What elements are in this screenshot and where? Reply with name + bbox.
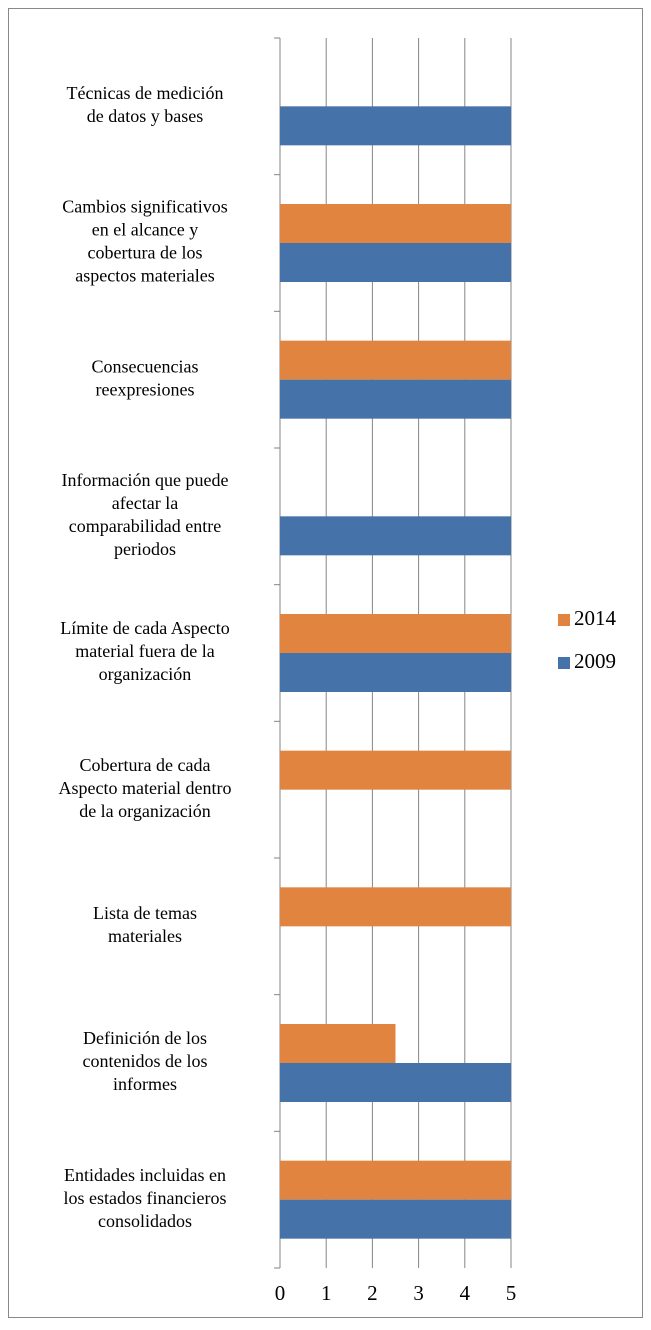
bar: [280, 1063, 511, 1102]
y-tick-label: Definición de los: [83, 1028, 207, 1048]
y-tick-label: los estados financieros: [64, 1188, 227, 1208]
bar: [280, 516, 511, 556]
y-tick-label: Cambios significativos: [62, 197, 228, 217]
y-tick-label: aspectos materiales: [75, 266, 214, 286]
bar: [280, 750, 511, 790]
y-tick-label: organización: [99, 664, 192, 684]
bar: [280, 243, 511, 282]
y-tick-label: periodos: [114, 539, 176, 559]
bar: [280, 204, 511, 243]
y-tick-label: consolidados: [98, 1211, 192, 1231]
y-tick-label: Consecuencias: [92, 356, 199, 376]
bar: [280, 614, 511, 653]
y-tick-label: contenidos de los: [83, 1051, 208, 1071]
x-tick-label: 1: [321, 1281, 332, 1305]
y-tick-label: reexpresiones: [96, 379, 195, 399]
y-tick-label: materiales: [108, 926, 182, 946]
legend-swatch: [558, 657, 570, 669]
x-tick-label: 4: [460, 1281, 471, 1305]
y-tick-label: Entidades incluidas en: [64, 1165, 226, 1185]
y-tick-label: material fuera de la: [75, 641, 214, 661]
bar: [280, 1199, 511, 1239]
x-tick-label: 3: [413, 1281, 424, 1305]
y-tick-label: de datos y bases: [87, 106, 203, 126]
y-tick-label: cobertura de los: [88, 243, 203, 263]
y-tick-label: de la organización: [79, 801, 211, 821]
x-tick-label: 0: [275, 1281, 286, 1305]
y-tick-label: Técnicas de medición: [67, 83, 224, 103]
legend-swatch: [558, 614, 570, 626]
legend-label: 2014: [574, 606, 617, 630]
y-tick-label: afectar la: [112, 493, 178, 513]
x-tick-label: 2: [367, 1281, 378, 1305]
y-tick-label: Aspecto material dentro: [59, 778, 232, 798]
y-tick-label: Información que puede: [62, 470, 229, 490]
bar: [280, 1160, 511, 1200]
y-tick-label: en el alcance y: [92, 220, 198, 240]
y-tick-label: Lista de temas: [93, 903, 197, 923]
y-tick-label: Límite de cada Aspecto: [60, 618, 229, 638]
bar: [280, 653, 511, 692]
x-tick-label: 5: [506, 1281, 517, 1305]
y-tick-label: comparabilidad entre: [69, 516, 221, 536]
bar: [280, 379, 511, 419]
bar: [280, 340, 511, 380]
y-tick-label: Cobertura de cada: [80, 755, 211, 775]
legend-label: 2009: [574, 649, 616, 673]
bar: [280, 1024, 396, 1063]
y-tick-label: informes: [113, 1074, 177, 1094]
bar: [280, 887, 511, 927]
bar: [280, 106, 511, 146]
